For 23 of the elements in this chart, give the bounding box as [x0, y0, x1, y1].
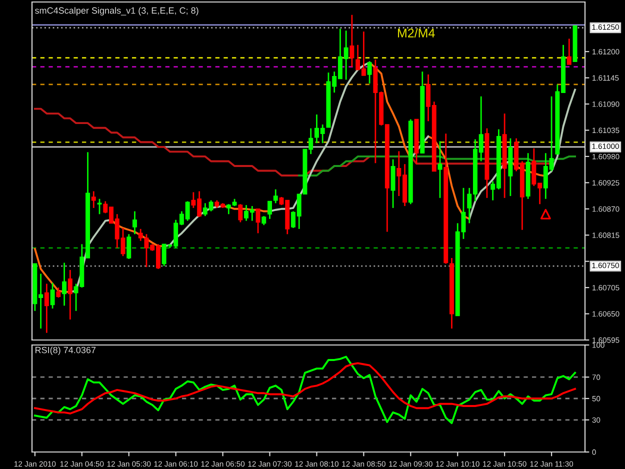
line-series	[34, 356, 576, 424]
chart-title: RSI(8) 74.0367	[36, 346, 96, 356]
candlestick	[126, 233, 132, 260]
candlestick	[91, 190, 96, 209]
candlestick	[238, 203, 243, 223]
annotation: M2/M4	[398, 28, 435, 38]
candlestick	[62, 262, 67, 306]
candlestick	[56, 286, 61, 298]
candlestick	[68, 269, 72, 320]
candlestick	[44, 283, 49, 334]
candlestick	[50, 282, 55, 310]
candlestick	[350, 14, 354, 68]
candlestick	[438, 140, 442, 199]
candlestick	[390, 158, 396, 209]
line-series	[34, 362, 576, 414]
candlestick	[262, 215, 266, 226]
candlestick	[273, 188, 278, 204]
candlestick	[268, 200, 272, 220]
candlestick	[132, 210, 137, 235]
text: smC4Scalper Signals_v1 (3, E,E,E, C; 8)	[35, 7, 198, 16]
candlestick	[256, 208, 260, 234]
candlestick	[566, 38, 572, 66]
candlestick	[367, 60, 372, 84]
